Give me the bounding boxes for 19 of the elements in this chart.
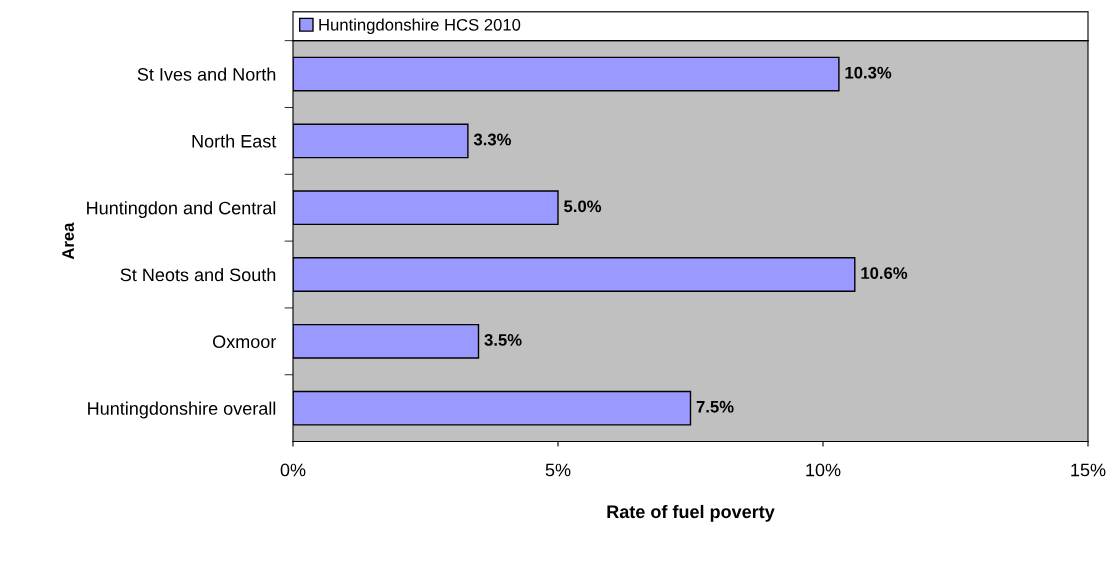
text: 10.3% xyxy=(845,66,892,79)
y-tick-label: St Ives and North xyxy=(137,67,276,81)
text: 3.5% xyxy=(484,334,522,346)
text: 7.5% xyxy=(696,400,734,413)
legend-label: Huntingdonshire HCS 2010 xyxy=(319,18,521,34)
x-tick-label: 5% xyxy=(545,463,571,477)
x-tick-label: 15% xyxy=(1071,463,1106,477)
x-tick-label: 0% xyxy=(280,463,306,477)
x-axis-title: Rate of fuel poverty xyxy=(607,504,775,522)
text: 10.6% xyxy=(861,267,908,279)
text: 3.3% xyxy=(473,133,511,146)
y-tick-label: Huntingdon and Central xyxy=(87,201,276,218)
y-axis-title: Area xyxy=(62,222,74,260)
y-tick-label: Huntingdonshire overall xyxy=(88,401,276,419)
y-tick-label: North East xyxy=(192,134,277,148)
y-tick-label: St Neots and South xyxy=(120,267,276,282)
x-tick-label: 10% xyxy=(806,463,841,477)
y-tick-label: Oxmoor xyxy=(212,335,277,349)
text: 5.0% xyxy=(564,200,602,213)
